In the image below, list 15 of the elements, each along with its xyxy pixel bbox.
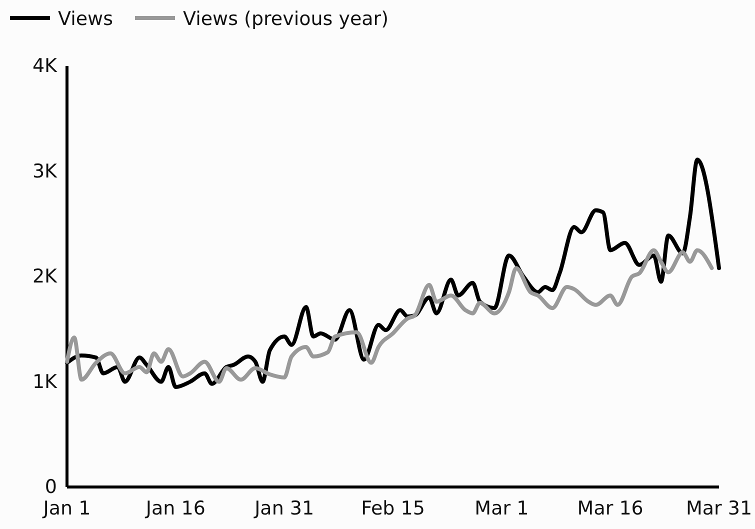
legend-label: Views xyxy=(58,8,113,30)
line-series xyxy=(65,248,714,384)
y-tick-label: 1K xyxy=(32,370,58,393)
y-tick-label: 4K xyxy=(32,55,58,78)
x-tick-label: Mar 31 xyxy=(686,497,752,520)
x-tick-label: Jan 1 xyxy=(42,497,91,520)
x-tick-label: Jan 16 xyxy=(144,497,206,520)
y-tick-label: 3K xyxy=(32,160,58,182)
y-tick-label: 2K xyxy=(32,266,58,288)
x-tick-label: Mar 1 xyxy=(474,497,529,520)
y-tick-label: 0 xyxy=(44,476,57,498)
x-tick-label: Mar 16 xyxy=(577,497,644,520)
x-tick-label: Jan 31 xyxy=(254,497,314,520)
x-tick-label: Feb 15 xyxy=(361,497,425,520)
legend-label: Views (previous year) xyxy=(183,8,389,30)
